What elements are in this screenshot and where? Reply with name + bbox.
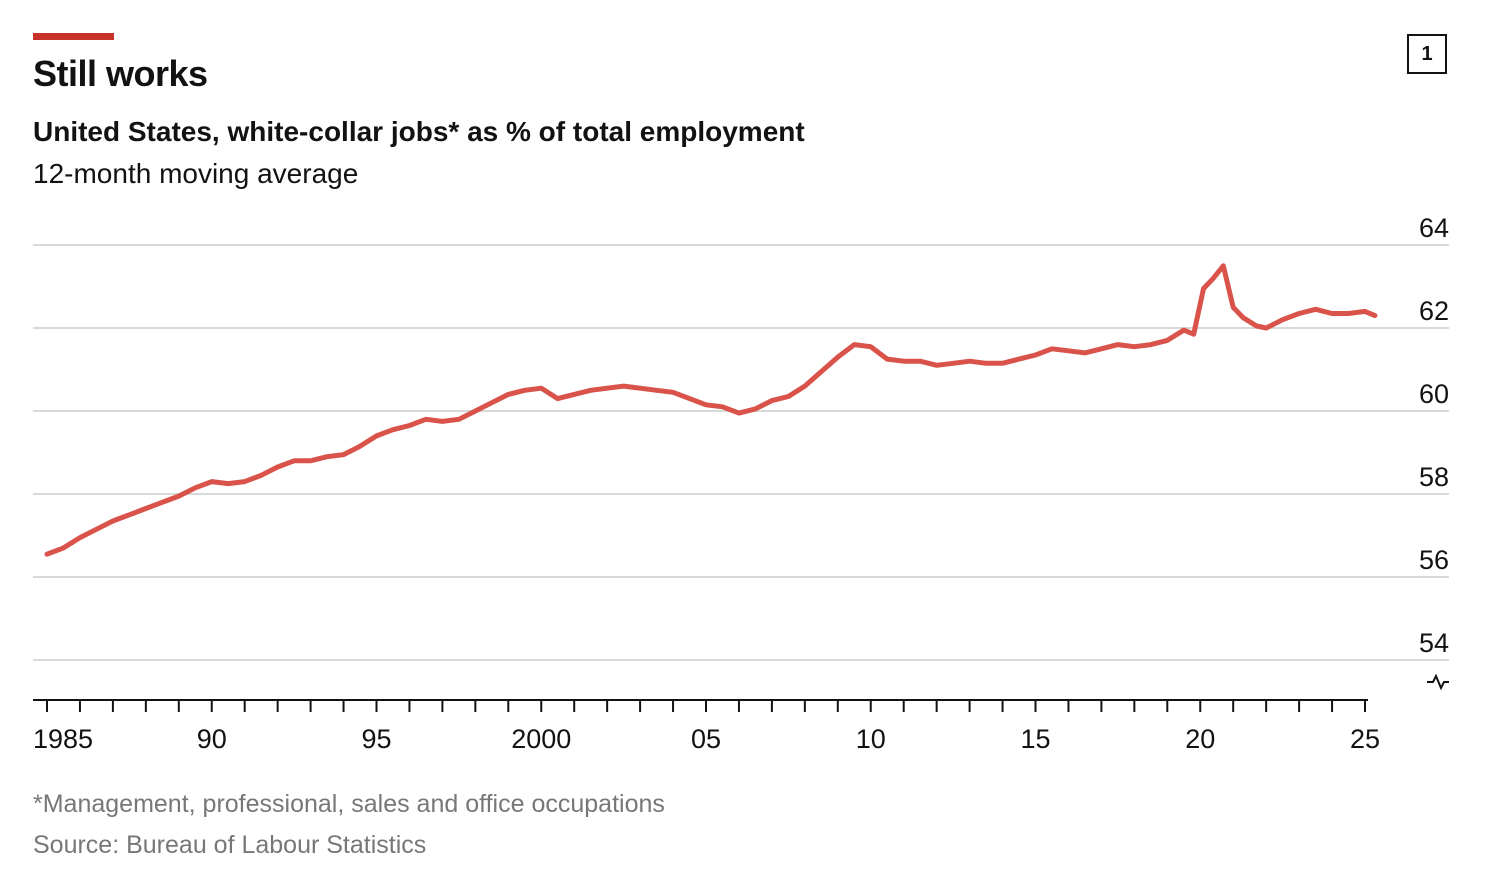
chart-note: 12-month moving average bbox=[33, 158, 359, 189]
x-tick-label-2000: 2000 bbox=[511, 724, 571, 754]
x-tick-label-05: 05 bbox=[691, 724, 721, 754]
x-axis bbox=[33, 673, 1449, 712]
x-tick-label-95: 95 bbox=[361, 724, 391, 754]
accent-bar bbox=[33, 33, 114, 40]
y-tick-label-64: 64 bbox=[1419, 213, 1449, 243]
chart-number-badge: 1 bbox=[1407, 34, 1447, 74]
x-tick-labels: 1985 90 95 2000 05 10 15 20 25 bbox=[33, 724, 1380, 754]
axis-break-icon bbox=[1427, 673, 1449, 691]
y-tick-label-56: 56 bbox=[1419, 545, 1449, 575]
y-tick-label-58: 58 bbox=[1419, 462, 1449, 492]
x-tick-label-25: 25 bbox=[1350, 724, 1380, 754]
source-note: Source: Bureau of Labour Statistics bbox=[33, 831, 427, 859]
y-tick-label-60: 60 bbox=[1419, 379, 1449, 409]
y-tick-label-62: 62 bbox=[1419, 296, 1449, 326]
chart-title: Still works bbox=[33, 53, 208, 94]
x-tick-label-90: 90 bbox=[197, 724, 227, 754]
x-tick-label-1985: 1985 bbox=[33, 724, 93, 754]
footnote: *Management, professional, sales and off… bbox=[33, 790, 665, 818]
y-tick-labels: 64 62 60 58 56 54 bbox=[1419, 213, 1449, 658]
chart-subtitle: United States, white-collar jobs* as % o… bbox=[33, 116, 805, 147]
y-tick-label-54: 54 bbox=[1419, 628, 1449, 658]
series-lines bbox=[44, 263, 1378, 557]
x-tick-label-10: 10 bbox=[856, 724, 886, 754]
x-tick-label-15: 15 bbox=[1020, 724, 1050, 754]
series-line-0 bbox=[44, 263, 1378, 557]
x-tick-label-20: 20 bbox=[1185, 724, 1215, 754]
